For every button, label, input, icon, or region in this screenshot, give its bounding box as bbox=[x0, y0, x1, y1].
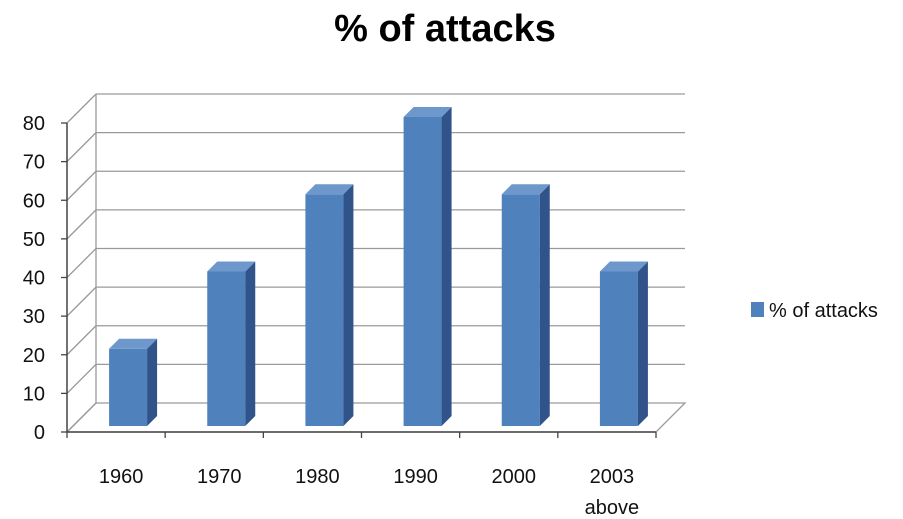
bar-front bbox=[305, 194, 344, 426]
x-tick-label: 1970 bbox=[197, 466, 242, 488]
bar-side bbox=[147, 338, 158, 426]
bar-front bbox=[207, 271, 246, 426]
y-tick-label: 10 bbox=[23, 383, 45, 405]
y-tick-label: 20 bbox=[23, 345, 45, 367]
gridline-depth bbox=[66, 248, 97, 278]
x-tick-label: 1990 bbox=[393, 466, 438, 488]
bar-top bbox=[109, 338, 158, 349]
gridline-depth bbox=[66, 132, 97, 163]
legend-swatch bbox=[751, 302, 764, 317]
bar-side bbox=[637, 261, 648, 426]
x-tick-labels: 1960 1970 1980 1990 2000 2003 above bbox=[99, 466, 639, 519]
x-tick-label: 2003 above bbox=[585, 466, 640, 519]
bar bbox=[207, 261, 256, 426]
bar-front bbox=[109, 348, 148, 426]
bar bbox=[109, 338, 158, 426]
gridline-depth bbox=[66, 363, 97, 394]
bar-front bbox=[403, 117, 442, 426]
gridline-depth bbox=[66, 209, 97, 240]
bar-top bbox=[501, 184, 550, 195]
bar-top bbox=[403, 107, 452, 117]
bar bbox=[599, 261, 648, 426]
y-tick-label: 40 bbox=[23, 268, 45, 290]
bar-top bbox=[207, 261, 256, 272]
gridline-depth bbox=[66, 93, 97, 124]
legend-label: % of attacks bbox=[769, 300, 878, 322]
bar-top bbox=[305, 184, 354, 195]
y-tick-label: 60 bbox=[23, 190, 45, 212]
bar-top bbox=[599, 261, 648, 272]
bar bbox=[305, 184, 354, 426]
gridline-depth bbox=[66, 286, 97, 317]
bar-side bbox=[343, 184, 354, 426]
y-tick-label: 30 bbox=[23, 306, 45, 328]
bar-side bbox=[539, 184, 550, 426]
axes bbox=[61, 122, 657, 438]
chart-title: % of attacks bbox=[334, 8, 556, 50]
bar-front bbox=[599, 271, 638, 426]
x-tick-label: 1980 bbox=[295, 466, 340, 488]
gridline-depth bbox=[66, 170, 97, 201]
bars bbox=[109, 107, 648, 426]
gridline-depth bbox=[66, 325, 97, 356]
bar-side bbox=[441, 107, 452, 426]
floor bbox=[65, 402, 687, 433]
y-tick-labels: 0 10 20 30 40 50 60 70 80 bbox=[23, 113, 45, 444]
bar-side bbox=[245, 261, 256, 426]
bar-front bbox=[501, 194, 540, 426]
bar bbox=[403, 107, 452, 426]
gridlines bbox=[65, 93, 687, 433]
y-tick-label: 70 bbox=[23, 152, 45, 174]
bar bbox=[501, 184, 550, 426]
x-tick-label: 2000 bbox=[492, 466, 537, 488]
y-tick-label: 50 bbox=[23, 229, 45, 251]
y-tick-label: 0 bbox=[34, 422, 45, 444]
x-tick-label: 1960 bbox=[99, 466, 144, 488]
legend: % of attacks bbox=[751, 300, 878, 322]
y-tick-label: 80 bbox=[23, 113, 45, 135]
